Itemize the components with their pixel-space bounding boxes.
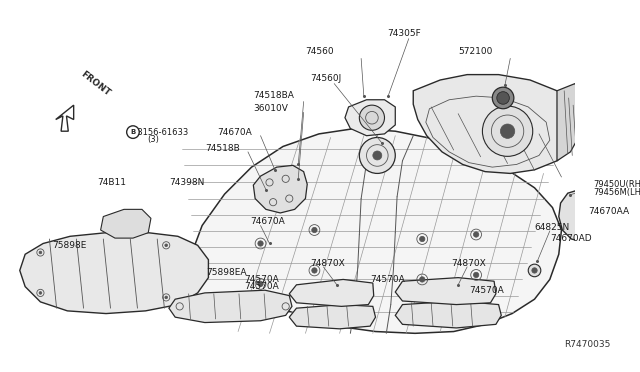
Circle shape [39,292,42,294]
Circle shape [359,138,396,173]
Circle shape [420,277,425,282]
Circle shape [500,124,515,138]
Circle shape [532,268,537,273]
Text: 74518BA: 74518BA [253,91,294,100]
Text: FRONT: FRONT [79,70,112,98]
Circle shape [312,268,317,273]
Polygon shape [396,278,496,305]
Circle shape [165,296,168,299]
Text: 74560: 74560 [305,47,334,56]
Circle shape [528,264,541,277]
Circle shape [127,126,140,138]
Text: 75898EA: 75898EA [207,268,247,277]
Circle shape [483,106,532,156]
Text: 74570A: 74570A [469,286,504,295]
Text: 75898E: 75898E [52,241,86,250]
Circle shape [258,241,263,246]
Text: 74B11: 74B11 [97,178,126,187]
Circle shape [492,87,514,109]
Text: 74570A: 74570A [370,275,405,284]
Polygon shape [559,190,604,242]
Circle shape [312,227,317,233]
Text: 74398N: 74398N [169,178,204,187]
Circle shape [373,151,382,160]
Circle shape [359,105,385,130]
Polygon shape [396,301,501,328]
Text: 74870X: 74870X [451,259,486,268]
Circle shape [497,92,509,104]
Circle shape [420,236,425,242]
Text: 74570A: 74570A [244,275,279,284]
Polygon shape [253,165,307,213]
Text: 74670A: 74670A [218,128,252,137]
Circle shape [165,244,168,247]
Text: 08156-61633: 08156-61633 [133,128,189,137]
Circle shape [474,232,479,237]
Text: 74870X: 74870X [310,259,345,268]
Polygon shape [557,84,584,161]
Text: 64825N: 64825N [534,223,570,232]
Text: 79456M(LH): 79456M(LH) [593,188,640,197]
Polygon shape [180,128,561,333]
Polygon shape [56,105,74,131]
Text: 36010V: 36010V [253,104,288,113]
Text: 74570A: 74570A [244,282,279,291]
Polygon shape [345,100,396,136]
Text: 74305F: 74305F [387,29,421,38]
Text: 74670AA: 74670AA [588,207,630,216]
Text: 79450U(RH): 79450U(RH) [593,180,640,189]
Polygon shape [289,279,374,307]
Text: 74670A: 74670A [250,218,285,227]
Text: 74518B: 74518B [205,144,239,153]
Polygon shape [289,305,376,329]
Polygon shape [413,75,579,173]
Text: 74670AD: 74670AD [550,234,591,243]
Text: 572100: 572100 [458,47,493,56]
Polygon shape [20,233,209,314]
Polygon shape [100,209,151,238]
Text: R7470035: R7470035 [564,340,611,349]
Polygon shape [169,290,292,323]
Circle shape [39,251,42,254]
Text: B: B [131,129,136,135]
Text: 74560J: 74560J [310,74,341,83]
Circle shape [258,281,263,286]
Circle shape [474,272,479,278]
Text: (3): (3) [147,135,159,144]
